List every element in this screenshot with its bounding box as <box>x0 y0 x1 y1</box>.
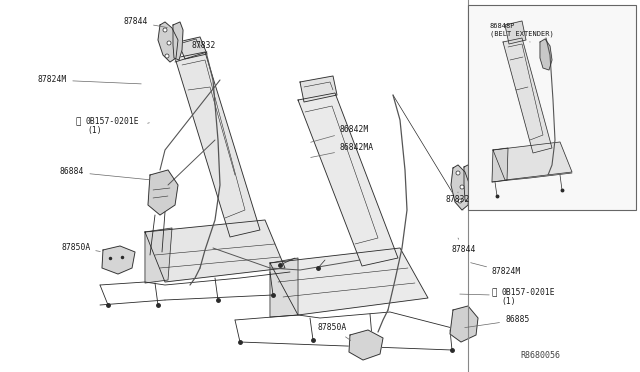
Text: 87832: 87832 <box>192 42 216 51</box>
Text: 87844: 87844 <box>124 17 167 28</box>
Polygon shape <box>505 21 526 44</box>
Polygon shape <box>540 39 552 70</box>
Text: (1): (1) <box>87 126 102 135</box>
Polygon shape <box>178 37 207 59</box>
Text: 87824M: 87824M <box>38 76 141 84</box>
Circle shape <box>163 28 167 32</box>
Polygon shape <box>270 248 428 315</box>
Bar <box>468 5 636 210</box>
Polygon shape <box>503 38 552 153</box>
Text: 0B157-0201E: 0B157-0201E <box>501 288 555 297</box>
Polygon shape <box>270 258 298 317</box>
Polygon shape <box>175 52 260 237</box>
Circle shape <box>167 41 171 45</box>
Text: 86885: 86885 <box>465 315 529 328</box>
Polygon shape <box>450 306 478 342</box>
Text: 87824M: 87824M <box>470 263 521 276</box>
Polygon shape <box>492 148 508 182</box>
Circle shape <box>458 199 462 203</box>
Text: 86842MA: 86842MA <box>311 144 374 157</box>
Circle shape <box>460 185 464 189</box>
Polygon shape <box>173 22 183 60</box>
Polygon shape <box>158 22 178 62</box>
Polygon shape <box>464 164 474 202</box>
Text: Ⓑ: Ⓑ <box>76 117 81 126</box>
Text: 86848P
(BELT EXTENDER): 86848P (BELT EXTENDER) <box>490 23 554 42</box>
Text: 87832: 87832 <box>445 192 469 205</box>
Polygon shape <box>148 170 178 215</box>
Polygon shape <box>145 220 285 282</box>
Circle shape <box>456 171 460 175</box>
Text: (1): (1) <box>501 297 516 306</box>
Polygon shape <box>102 246 135 274</box>
Text: 0B157-0201E: 0B157-0201E <box>85 117 139 126</box>
Text: R8680056: R8680056 <box>520 351 560 360</box>
Text: 87844: 87844 <box>452 238 476 253</box>
Polygon shape <box>298 93 398 266</box>
Polygon shape <box>493 142 572 180</box>
Text: 87850A: 87850A <box>318 324 351 340</box>
Text: Ⓑ: Ⓑ <box>492 288 497 297</box>
Polygon shape <box>145 228 172 283</box>
Polygon shape <box>349 330 383 360</box>
Circle shape <box>165 54 169 58</box>
Text: 86842M: 86842M <box>310 125 369 142</box>
Polygon shape <box>300 76 337 102</box>
Text: 87850A: 87850A <box>61 243 100 251</box>
Polygon shape <box>451 165 470 210</box>
Text: 86884: 86884 <box>60 167 149 180</box>
